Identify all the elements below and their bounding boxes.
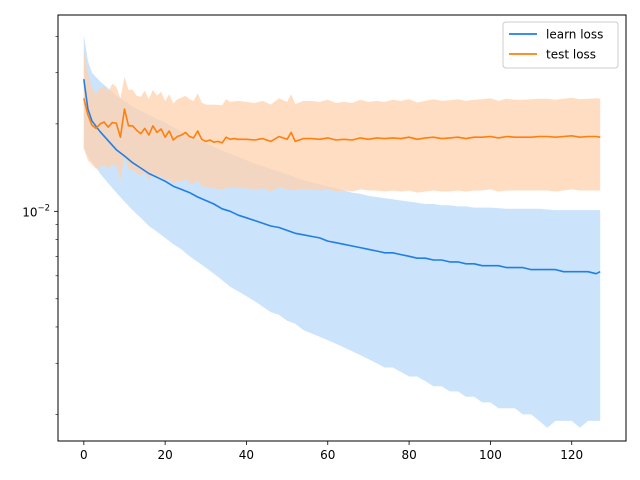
x-tick-label: 40 <box>239 448 254 462</box>
x-tick-label: 100 <box>479 448 502 462</box>
legend: learn loss test loss <box>502 21 619 69</box>
learn-loss-band <box>83 34 601 428</box>
legend-label-test-loss: test loss <box>546 48 596 62</box>
y-tick-label: 10−2 <box>22 203 50 219</box>
plot-area <box>83 34 601 428</box>
test-loss-line <box>83 98 601 144</box>
x-axis: 0 20 40 60 80 100 120 <box>80 441 583 462</box>
test-loss-band <box>83 49 601 193</box>
x-tick-label: 0 <box>80 448 88 462</box>
x-tick-label: 60 <box>320 448 335 462</box>
x-tick-label: 20 <box>157 448 172 462</box>
learn-loss-line <box>83 79 601 275</box>
x-tick-label: 120 <box>560 448 583 462</box>
legend-label-learn-loss: learn loss <box>546 28 603 42</box>
x-tick-label: 80 <box>401 448 416 462</box>
axes-frame <box>57 14 627 442</box>
